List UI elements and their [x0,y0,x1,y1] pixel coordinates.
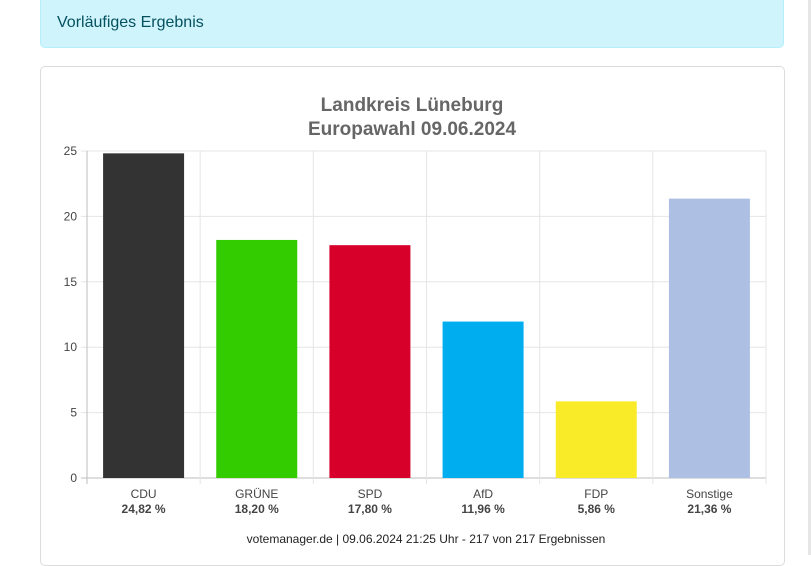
value-label: 11,96 % [461,502,505,516]
chart-subtitle: Europawahl 09.06.2024 [308,119,516,140]
value-label: 21,36 % [687,502,731,516]
bar-afd[interactable] [442,321,524,478]
page-right-border [808,0,811,555]
preliminary-result-alert: Vorläufiges Ergebnis [40,0,784,48]
alert-text: Vorläufiges Ergebnis [57,14,204,31]
x-tick-label: AfD [473,487,493,501]
bar-spd[interactable] [329,245,411,478]
x-tick-label: FDP [584,487,608,501]
x-tick-label: Sonstige [686,487,733,501]
bar-grüne[interactable] [216,239,298,478]
value-label: 5,86 % [578,502,616,516]
y-tick-label: 20 [64,209,78,223]
y-tick-label: 0 [70,471,77,485]
x-tick-label: CDU [131,487,157,501]
x-tick-label: SPD [358,487,383,501]
x-tick-label: GRÜNE [235,487,278,501]
chart-title: Landkreis Lüneburg [321,95,504,116]
bar-fdp[interactable] [555,401,637,478]
bar-sonstige[interactable] [668,198,750,478]
value-label: 18,20 % [235,502,279,516]
y-tick-label: 15 [64,275,78,289]
y-tick-label: 5 [70,406,77,420]
value-label: 24,82 % [122,502,166,516]
y-tick-label: 10 [64,340,78,354]
bar-cdu[interactable] [103,153,185,478]
y-tick-label: 25 [64,144,78,158]
chart-footer: votemanager.de | 09.06.2024 21:25 Uhr - … [247,532,606,546]
value-label: 17,80 % [348,502,392,516]
